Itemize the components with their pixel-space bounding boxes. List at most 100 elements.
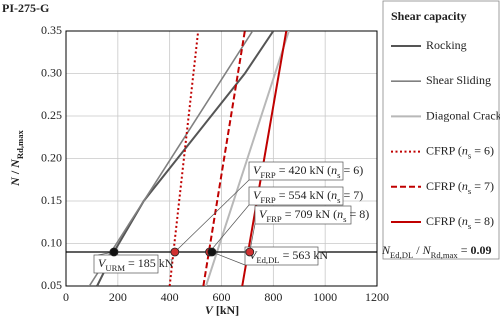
leader-line (211, 251, 246, 266)
text-segment: FRP (266, 214, 282, 224)
plot-frame (65, 30, 378, 287)
y-axis-label: N / NRd,max (8, 129, 25, 186)
series-line (241, 31, 288, 286)
text-segment: n (331, 188, 337, 202)
legend-label: CFRP (ns = 6) (426, 143, 494, 160)
series-line (88, 31, 254, 286)
text-segment: N (422, 243, 432, 257)
y-tick-label: 0.25 (41, 108, 62, 122)
text-segment: s (337, 170, 341, 180)
reference-label: NEd,DL / NRd,max = 0.09 (381, 243, 491, 260)
text-segment: n (462, 214, 468, 228)
text-segment: = 563 kN (280, 248, 329, 262)
text-segment: V (253, 163, 262, 177)
text-segment: N (8, 176, 22, 187)
text-segment: = 6) (341, 163, 364, 177)
text-segment: Ed,DL (256, 255, 279, 265)
annotation-box (254, 205, 352, 225)
text-segment: V (259, 207, 268, 221)
text-segment: / (8, 168, 22, 177)
text-segment: N (381, 243, 391, 257)
chart-title: PI-275-G (2, 1, 49, 15)
text-segment: s (337, 195, 341, 205)
text-segment: Rd,max (431, 250, 459, 260)
text-segment: n (331, 163, 337, 177)
legend-label: CFRP (ns = 8) (426, 214, 494, 231)
annotation-box (93, 254, 159, 274)
legend-label: Rocking (426, 38, 467, 52)
x-axis-label: V [kN] (205, 303, 239, 317)
point-marker (170, 247, 180, 257)
text-segment: = 6) (471, 143, 494, 157)
text-segment: s (468, 186, 472, 196)
text-segment: n (337, 207, 343, 221)
text-segment: V (249, 248, 258, 262)
y-tick-label: 0.30 (41, 65, 62, 79)
text-segment: CFRP ( (426, 214, 462, 228)
text-segment: = 554 kN ( (276, 188, 331, 202)
text-segment: V (253, 188, 262, 202)
plot-area (88, 31, 290, 286)
text-segment: Shear Sliding (426, 73, 491, 87)
x-tick-label: 200 (109, 290, 127, 304)
y-tick-label: 0.20 (41, 150, 62, 164)
y-tick-label: 0.35 (41, 23, 62, 37)
text-segment: V (205, 303, 214, 317)
text-segment: = 420 kN ( (276, 163, 331, 177)
text-segment: CFRP ( (426, 179, 462, 193)
text-segment: [kN] (213, 303, 239, 317)
annotation-label: VEd,DL = 563 kN (249, 248, 328, 265)
annotation-box (248, 186, 344, 206)
text-segment: Rocking (426, 38, 467, 52)
x-tick-label: 600 (213, 290, 231, 304)
text-segment: Rd,max (15, 129, 25, 159)
text-segment: FRP (260, 170, 276, 180)
legend-label: Diagonal Cracking (426, 108, 500, 122)
text-segment: = 8) (347, 207, 370, 221)
annotation-box (248, 161, 344, 181)
annotation-label: VFRP = 709 kN (ns = 8) (259, 207, 369, 224)
text-segment: = 8) (471, 214, 494, 228)
text-segment: Diagonal Cracking (426, 108, 500, 122)
series-line (204, 31, 290, 286)
y-tick-label: 0.05 (41, 278, 62, 292)
leader-line (174, 179, 250, 253)
text-segment: V (98, 256, 107, 270)
legend-box (382, 0, 500, 260)
text-segment: s (468, 151, 472, 161)
y-tick-label: 0.15 (41, 193, 62, 207)
text-segment: Ed,DL (390, 250, 413, 260)
text-segment: 0.09 (470, 243, 491, 257)
text-segment: = 709 kN ( (282, 207, 337, 221)
x-tick-label: 400 (161, 290, 179, 304)
text-segment: / (413, 243, 422, 257)
x-tick-label: 1000 (313, 290, 337, 304)
x-tick-label: 800 (264, 290, 282, 304)
text-segment: = 185 kN (125, 256, 174, 270)
text-segment: CFRP ( (426, 143, 462, 157)
series-line (202, 31, 246, 286)
text-segment: n (462, 143, 468, 157)
y-tick-label: 0.10 (41, 235, 62, 249)
text-segment: s (343, 214, 347, 224)
annotation-label: VFRP = 420 kN (ns = 6) (253, 163, 363, 180)
annotation-box (244, 246, 319, 266)
text-segment: N (8, 158, 22, 169)
point-marker (245, 247, 255, 257)
point-marker (109, 247, 119, 257)
text-segment: URM (105, 263, 125, 273)
text-segment: n (462, 179, 468, 193)
legend-title: Shear capacity (391, 9, 466, 23)
x-tick-label: 1200 (365, 290, 389, 304)
text-segment: FRP (260, 195, 276, 205)
annotation-label: VFRP = 554 kN (ns = 7) (253, 188, 363, 205)
legend-label: CFRP (ns = 7) (426, 179, 494, 196)
text-segment: = 7) (471, 179, 494, 193)
text-segment: = (458, 243, 471, 257)
x-tick-label: 0 (63, 290, 69, 304)
annotation-label: VURM = 185 kN (98, 256, 174, 273)
leader-line (249, 223, 256, 253)
legend-label: Shear Sliding (426, 73, 491, 87)
text-segment: = 7) (341, 188, 364, 202)
